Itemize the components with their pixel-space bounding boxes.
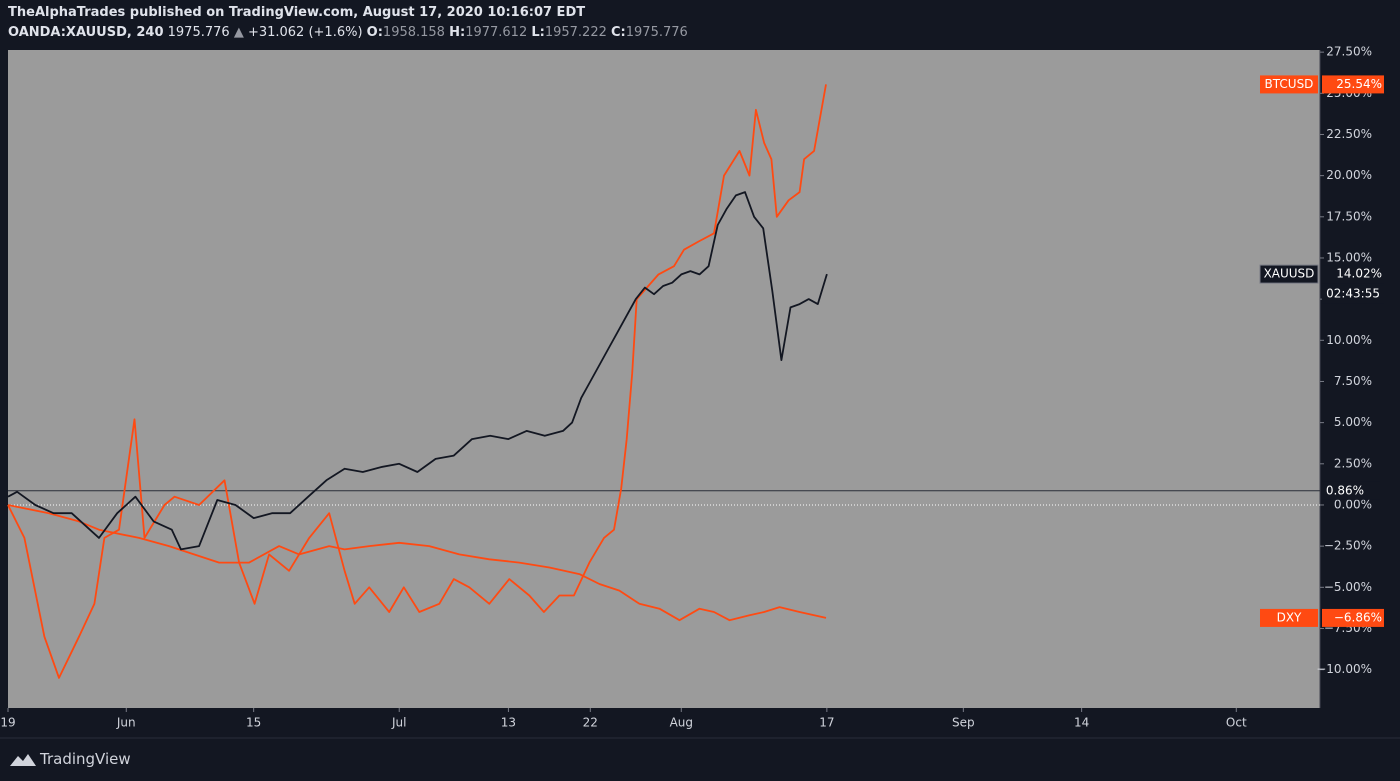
x-tick-label: Jul <box>391 716 406 730</box>
byline-text: TheAlphaTrades published on TradingView.… <box>8 5 586 20</box>
ohlc-value: 1958.158 <box>382 25 445 40</box>
y-tick-label: 0.00% <box>1334 497 1372 511</box>
x-tick-label: 19 <box>0 716 15 730</box>
x-tick-label: 15 <box>246 716 261 730</box>
series-value-tag <box>1322 265 1384 284</box>
x-tick-label: Aug <box>670 716 693 730</box>
y-tick-label: 2.50% <box>1334 456 1372 470</box>
y-tick-label: 17.50% <box>1326 209 1372 223</box>
series-name-tag <box>1260 75 1318 94</box>
series-line <box>7 191 828 551</box>
x-tick-label: 13 <box>501 716 516 730</box>
last-price: 1975.776 <box>167 25 230 40</box>
ohlc-value: 1975.776 <box>625 25 688 40</box>
y-tick-label: 27.50% <box>1326 45 1372 59</box>
x-tick-label: Oct <box>1226 716 1247 730</box>
y-tick-label: 15.00% <box>1326 250 1372 264</box>
series-last-value: 25.54% <box>1336 77 1382 91</box>
series-name-tag <box>1260 608 1318 627</box>
byline: TheAlphaTrades published on TradingView.… <box>8 5 585 20</box>
x-tick-label: Sep <box>952 716 975 730</box>
series-value-tag <box>1322 75 1384 94</box>
tv-logo <box>10 754 36 766</box>
x-tick-label: 17 <box>819 716 834 730</box>
plot-area <box>8 50 1320 708</box>
series-line <box>7 84 827 679</box>
brand: TradingView <box>40 750 131 768</box>
ohlc-label: C: <box>611 25 626 40</box>
series-last-value: 14.02% <box>1336 267 1382 281</box>
symbol-line: OANDA:XAUUSD, 240 1975.776 ▲ +31.062 (+1… <box>8 25 688 40</box>
ohlc-label: O: <box>366 25 383 40</box>
y-tick-label: −5.00% <box>1324 580 1372 594</box>
reference-tag <box>1322 481 1380 500</box>
y-tick-label: 22.50% <box>1326 127 1372 141</box>
x-tick-label: 22 <box>583 716 598 730</box>
y-tick-label: 7.50% <box>1334 374 1372 388</box>
countdown-tag <box>1322 285 1384 304</box>
y-tick-label: −2.50% <box>1324 539 1372 553</box>
series-name: BTCUSD <box>1265 77 1314 91</box>
ohlc-label: H: <box>449 25 466 40</box>
y-tick-label: 20.00% <box>1326 168 1372 182</box>
series-last-value: −6.86% <box>1334 610 1382 624</box>
x-tick-label: 14 <box>1074 716 1089 730</box>
change: +31.062 (+1.6%) <box>247 25 363 40</box>
countdown: 02:43:55 <box>1326 287 1380 301</box>
series-line <box>7 504 827 622</box>
ohlc-value: 1957.222 <box>544 25 607 40</box>
y-tick-label: 10.00% <box>1326 333 1372 347</box>
symbol: OANDA:XAUUSD, 240 <box>8 25 164 40</box>
series-name: DXY <box>1277 610 1302 624</box>
change-arrow: ▲ <box>233 25 244 40</box>
series-name-tag <box>1259 264 1319 284</box>
x-tick-label: Jun <box>116 716 136 730</box>
y-tick-label: −10.00% <box>1316 662 1372 676</box>
reference-label: 0.86% <box>1326 483 1364 497</box>
series-name: XAUUSD <box>1264 267 1315 281</box>
y-tick-label: 5.00% <box>1334 415 1372 429</box>
series-value-tag <box>1322 608 1384 627</box>
ohlc-value: 1977.612 <box>465 25 528 40</box>
ohlc-label: L: <box>531 25 545 40</box>
